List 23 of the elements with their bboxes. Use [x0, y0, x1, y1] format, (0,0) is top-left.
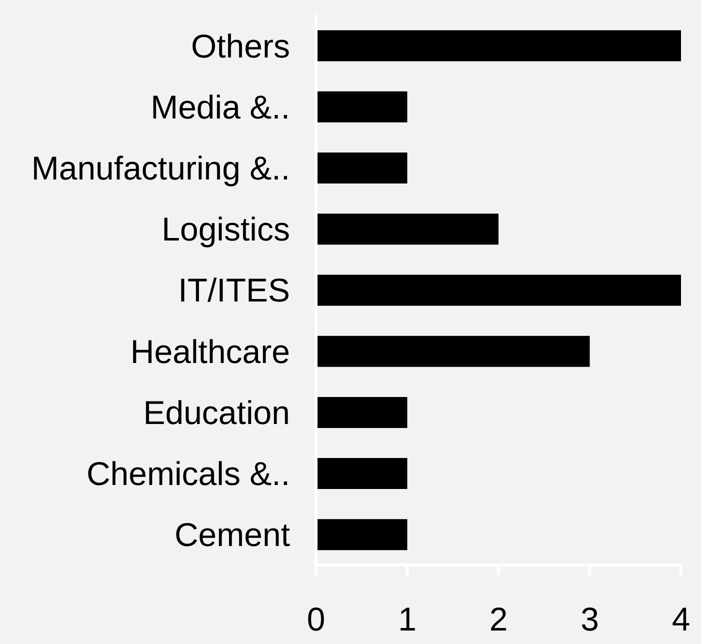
x-tick-label: 0 [306, 600, 326, 638]
bar [316, 30, 681, 62]
x-tick-label: 1 [398, 600, 416, 638]
bar [316, 396, 408, 428]
y-tick-label: Healthcare [130, 332, 290, 370]
bar [316, 519, 408, 550]
y-tick-label: Cement [174, 516, 290, 554]
y-tick-label: Logistics [162, 210, 290, 248]
bar [316, 336, 590, 367]
y-tick-label: Education [143, 394, 290, 431]
bar [316, 152, 408, 184]
bar [316, 91, 408, 122]
y-tick-label: Others [190, 27, 290, 64]
y-tick-label: IT/ITES [178, 272, 290, 309]
x-tick-label: 4 [672, 600, 690, 638]
bar [316, 458, 408, 490]
y-tick-label: Chemicals &.. [86, 455, 290, 492]
y-tick-label: Media &.. [150, 88, 290, 126]
bar [316, 274, 681, 306]
x-tick-label: 3 [580, 600, 599, 638]
bar [316, 214, 498, 245]
y-tick-label: Manufacturing &.. [31, 149, 290, 186]
x-tick-label: 2 [489, 600, 508, 638]
